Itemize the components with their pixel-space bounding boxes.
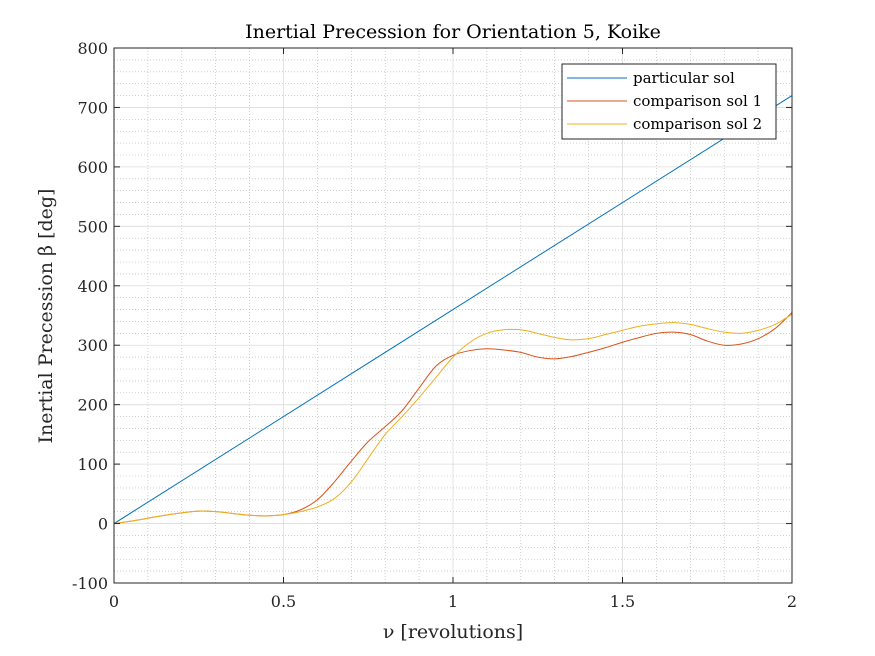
y-tick-label: 800: [77, 39, 108, 58]
legend-label-comparison-2: comparison sol 2: [633, 115, 762, 133]
series-particular-sol: [113, 95, 793, 524]
series-comparison-sol-2: [113, 313, 793, 525]
x-tick-labels: 0 0.5 1 1.5 2: [109, 592, 797, 611]
legend-label-particular: particular sol: [633, 69, 735, 87]
x-tick-label: 0.5: [271, 592, 296, 611]
legend: particular sol comparison sol 1 comparis…: [561, 63, 777, 140]
y-axis-label: Inertial Precession β [deg]: [35, 189, 57, 444]
series-layer: [113, 95, 793, 525]
y-tick-label: -100: [72, 574, 108, 593]
y-tick-label: 0: [98, 515, 108, 534]
y-tick-label: 700: [77, 98, 108, 117]
y-tick-label: 300: [77, 336, 108, 355]
y-tick-label: 200: [77, 396, 108, 415]
legend-label-comparison-1: comparison sol 1: [633, 92, 762, 110]
y-tick-label: 500: [77, 217, 108, 236]
y-tick-labels: -100 0 100 200 300 400 500 600 700 800: [72, 39, 108, 593]
x-tick-label: 1.5: [610, 592, 635, 611]
x-axis-label: ν [revolutions]: [383, 621, 523, 643]
tick-marks: [113, 47, 793, 584]
y-tick-label: 100: [77, 455, 108, 474]
x-tick-label: 2: [787, 592, 797, 611]
x-tick-label: 0: [109, 592, 119, 611]
chart-title: Inertial Precession for Orientation 5, K…: [245, 21, 661, 43]
y-tick-label: 600: [77, 158, 108, 177]
y-tick-label: 400: [77, 277, 108, 296]
x-tick-label: 1: [448, 592, 458, 611]
